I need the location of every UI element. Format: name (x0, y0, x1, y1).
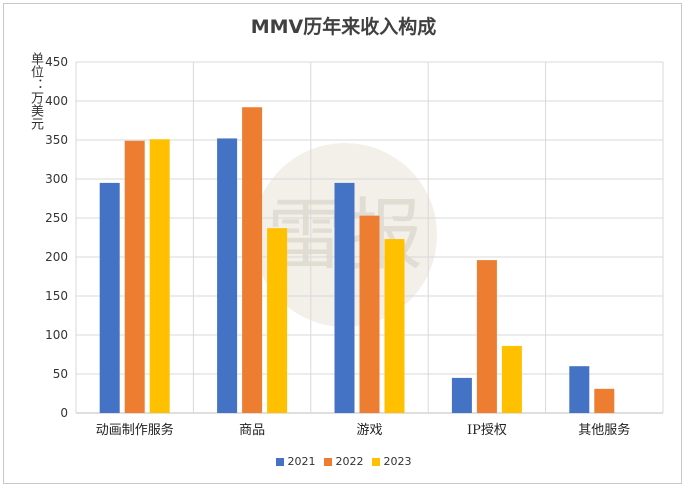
legend-label: 2023 (383, 455, 412, 468)
y-tick-label: 350 (45, 133, 68, 147)
bar (476, 260, 497, 413)
y-axis-label: 单位：万美元 (28, 52, 43, 130)
y-tick-label: 450 (45, 55, 68, 69)
y-tick-label: 250 (45, 211, 68, 225)
legend: 2021 2022 2023 (0, 455, 687, 468)
legend-item: 2021 (275, 455, 316, 468)
legend-swatch (371, 458, 380, 466)
legend-item: 2023 (371, 455, 412, 468)
legend-swatch (275, 458, 284, 466)
bar (99, 182, 120, 413)
legend-item: 2022 (323, 455, 364, 468)
legend-label: 2021 (287, 455, 316, 468)
bar (124, 140, 145, 413)
bar (451, 377, 472, 413)
x-tick-label: IP授权 (467, 422, 507, 438)
y-tick-label: 400 (45, 94, 68, 108)
bar (501, 345, 522, 413)
y-tick-label: 50 (53, 367, 68, 381)
bar (384, 239, 405, 413)
bar (359, 215, 380, 413)
legend-swatch (323, 458, 332, 466)
y-tick-label: 0 (60, 406, 68, 420)
y-tick-label: 150 (45, 289, 68, 303)
x-tick-label: 动画制作服务 (96, 422, 174, 438)
x-tick-label: 其他服务 (578, 422, 630, 438)
bar (242, 107, 263, 414)
x-tick-label: 游戏 (356, 423, 382, 438)
y-tick-label: 200 (45, 250, 68, 264)
y-tick-label: 300 (45, 172, 68, 186)
bar (569, 366, 590, 413)
bar (149, 139, 170, 413)
bar (267, 228, 288, 413)
chart-title: MMV历年来收入构成 (250, 16, 437, 38)
x-tick-label: 商品 (239, 423, 265, 438)
bar (217, 138, 238, 413)
legend-label: 2022 (335, 455, 364, 468)
y-tick-label: 100 (45, 328, 68, 342)
bar (334, 182, 355, 413)
bar (594, 388, 615, 413)
